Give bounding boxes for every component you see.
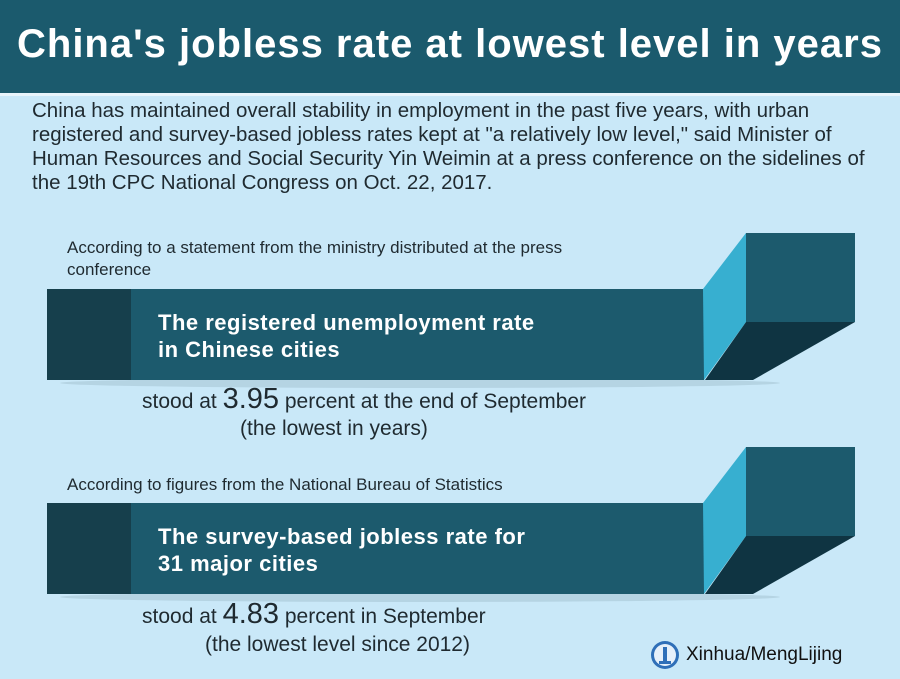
stat-prefix: stood at [142,605,223,628]
stat-suffix: percent at the end of September [279,390,587,413]
box-3d-2 [47,447,855,602]
stat-note-1: (the lowest in years) [240,417,428,440]
stat-suffix: percent in September [279,605,486,628]
label-line: The survey-based jobless rate for [158,524,526,549]
label-survey-rate: The survey-based jobless rate for 31 maj… [158,523,525,577]
intro-paragraph: China has maintained overall stability i… [32,99,865,194]
label-line: The registered unemployment rate [158,310,535,335]
header-band: China's jobless rate at lowest level in … [0,0,900,96]
credit-text: Xinhua/MengLijing [686,644,843,665]
label-line: 31 major cities [158,551,319,576]
stat-line-1: stood at 3.95 percent at the end of Sept… [142,384,586,417]
label-line: in Chinese cities [158,337,341,362]
stat-prefix: stood at [142,390,223,413]
source-note-1: According to a statement from the minist… [67,238,563,279]
box-3d-1 [47,233,855,388]
source-note-2: According to figures from the National B… [67,475,503,494]
stat-value: 4.83 [222,598,280,630]
credit: Xinhua/MengLijing [650,640,842,670]
xinhua-logo-icon [651,641,679,669]
stat-value: 3.95 [222,383,280,415]
label-registered-rate: The registered unemployment rate in Chin… [158,309,535,363]
stat-note-2: (the lowest level since 2012) [205,633,470,656]
stat-line-2: stood at 4.83 percent in September [142,599,486,632]
page-title: China's jobless rate at lowest level in … [17,22,883,66]
